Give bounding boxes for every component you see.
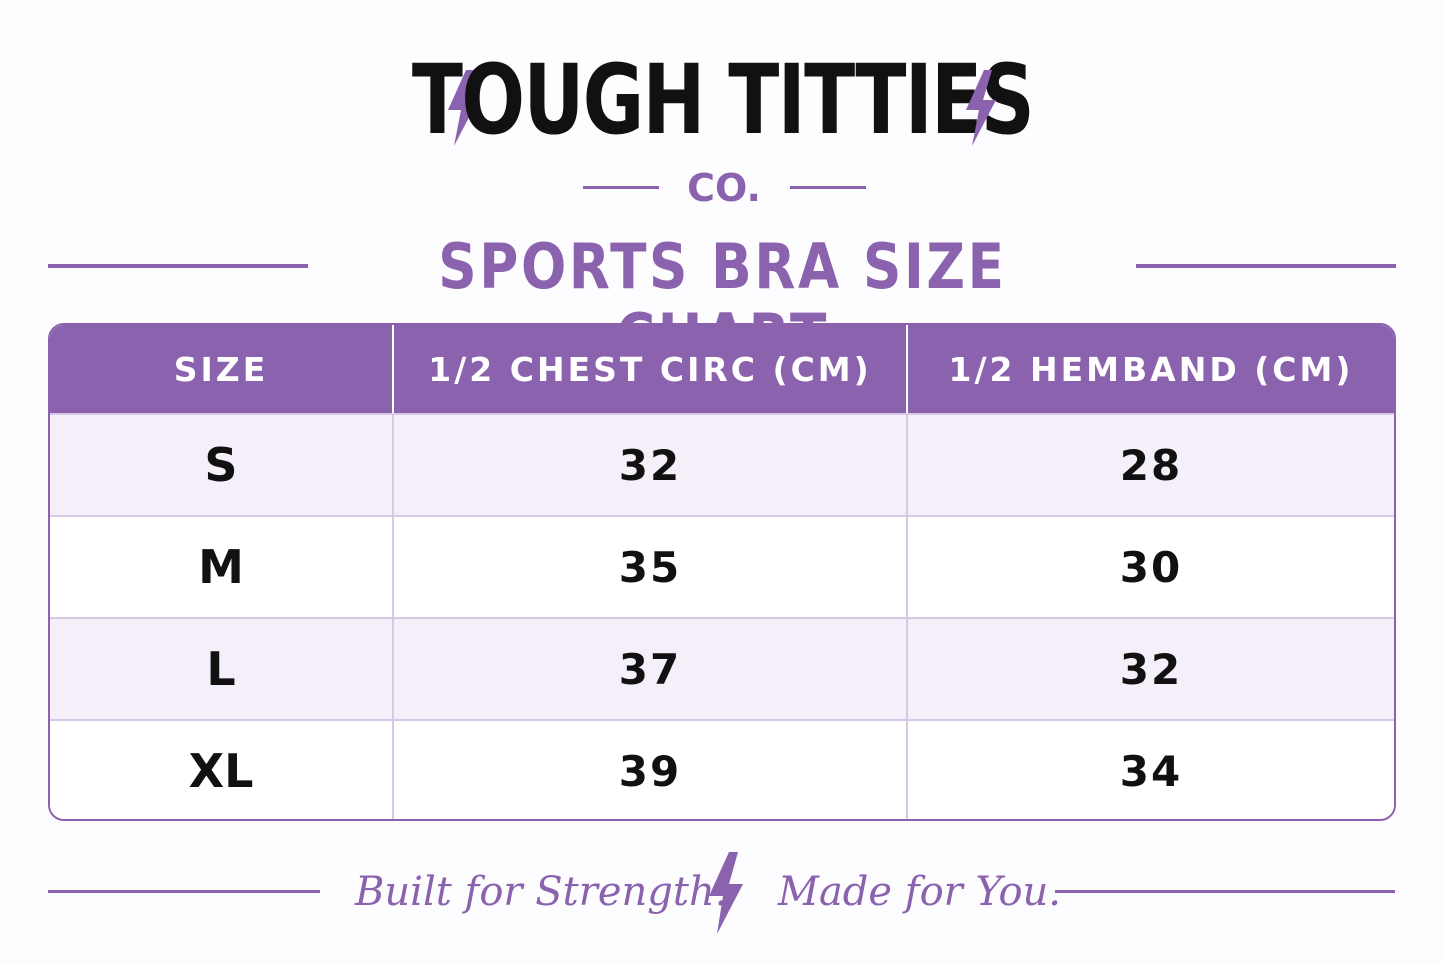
divider-line <box>583 186 659 189</box>
size-cell: S <box>50 415 392 515</box>
chest-value: 32 <box>618 440 682 490</box>
header-size: SIZE <box>173 349 269 389</box>
table-row: M 35 30 <box>50 515 1394 617</box>
header-cell: 1/2 HEMBAND (CM) <box>906 325 1394 413</box>
title-row: SPORTS BRA SIZE CHART <box>0 232 1445 372</box>
hemband-cell: 30 <box>906 517 1394 617</box>
chest-cell: 32 <box>392 415 906 515</box>
divider-line <box>48 890 320 893</box>
hemband-value: 32 <box>1119 644 1183 694</box>
hemband-value: 28 <box>1119 440 1183 490</box>
divider-line <box>1136 264 1396 268</box>
table-row: S 32 28 <box>50 413 1394 515</box>
header-cell: 1/2 CHEST CIRC (CM) <box>392 325 906 413</box>
hemband-cell: 32 <box>906 619 1394 719</box>
tagline-right: Made for You. <box>778 869 1062 915</box>
table-row: XL 39 34 <box>50 719 1394 819</box>
header-hemband: 1/2 HEMBAND (CM) <box>948 349 1354 389</box>
size-value: S <box>204 438 238 492</box>
size-cell: L <box>50 619 392 719</box>
brand-name: TOUGH TITTIES <box>411 44 1035 156</box>
chest-value: 35 <box>618 542 682 592</box>
hemband-value: 34 <box>1119 746 1183 796</box>
table-row: L 37 32 <box>50 617 1394 719</box>
divider-line <box>48 264 308 268</box>
table-header-row: SIZE 1/2 CHEST CIRC (CM) 1/2 HEMBAND (CM… <box>50 325 1394 413</box>
divider-line <box>790 186 866 189</box>
brand-logo: TOUGH TITTIES CO. <box>0 30 1445 220</box>
tagline-left: Built for Strength. <box>355 869 728 915</box>
lightning-bolt-icon <box>966 70 996 146</box>
brand-sub: CO. <box>687 166 761 210</box>
footer: Built for Strength. Made for You. <box>0 850 1445 940</box>
size-value: XL <box>188 744 254 798</box>
lightning-bolt-icon <box>709 852 743 934</box>
divider-line <box>1055 890 1395 893</box>
chest-cell: 39 <box>392 721 906 819</box>
size-value: M <box>198 540 244 594</box>
chest-cell: 37 <box>392 619 906 719</box>
hemband-cell: 34 <box>906 721 1394 819</box>
size-table: SIZE 1/2 CHEST CIRC (CM) 1/2 HEMBAND (CM… <box>48 323 1396 821</box>
size-value: L <box>206 642 236 696</box>
size-cell: M <box>50 517 392 617</box>
brand-sub-row: CO. <box>0 166 1445 210</box>
hemband-value: 30 <box>1119 542 1183 592</box>
lightning-bolt-icon <box>448 70 478 146</box>
size-cell: XL <box>50 721 392 819</box>
chest-value: 37 <box>618 644 682 694</box>
chest-cell: 35 <box>392 517 906 617</box>
hemband-cell: 28 <box>906 415 1394 515</box>
header-cell: SIZE <box>50 325 392 413</box>
header-chest: 1/2 CHEST CIRC (CM) <box>428 349 872 389</box>
chest-value: 39 <box>618 746 682 796</box>
